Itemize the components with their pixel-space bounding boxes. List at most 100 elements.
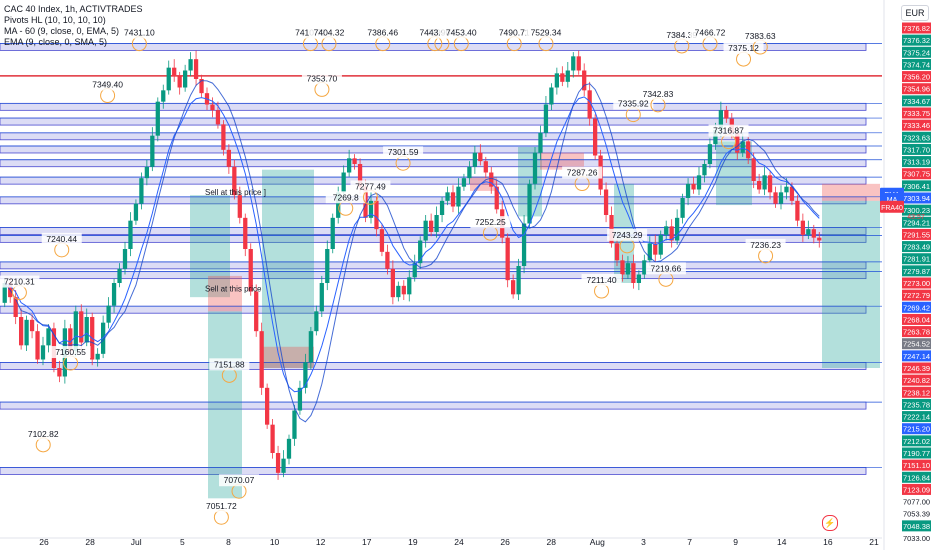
y-tick-label: 7240.82 <box>903 376 930 385</box>
pivot-value: 7160.55 <box>55 347 86 357</box>
candle <box>396 281 401 302</box>
y-tick-badge <box>902 483 931 495</box>
y-tick: 7269.42 <box>902 301 931 313</box>
indicator-ema[interactable]: EMA (9, close, 0, SMA, 5) <box>4 37 108 47</box>
candle <box>232 159 237 200</box>
candle <box>675 209 680 245</box>
candle <box>254 284 259 337</box>
pivot-label: 7102.82 <box>23 427 64 453</box>
candle <box>265 383 270 429</box>
candle <box>817 232 822 248</box>
pivot-label: 7070.07 <box>219 474 260 499</box>
pivot-label: 7342.83 <box>637 87 678 113</box>
pivot-label: 7383.63 <box>740 30 781 55</box>
candle <box>521 215 527 274</box>
pivot-label: 7335.92 <box>613 97 654 123</box>
y-tick-badge <box>902 423 931 435</box>
y-tick-badge <box>902 119 931 131</box>
short-position-target <box>208 311 242 499</box>
y-tick-label: 7272.79 <box>903 291 930 300</box>
position-stop <box>540 152 584 170</box>
candle <box>308 326 313 370</box>
y-tick-badge <box>902 71 931 83</box>
x-tick-label: Jul <box>131 537 142 547</box>
y-tick-label: 7306.41 <box>903 182 930 191</box>
x-tick-label: 7 <box>687 537 692 547</box>
candle <box>434 206 439 238</box>
candle <box>418 236 423 269</box>
pivot-circle <box>11 285 27 301</box>
candle <box>221 120 226 156</box>
y-tick-badge <box>902 386 931 398</box>
pivot-value: 7151.88 <box>214 359 245 369</box>
y-tick-badge <box>902 180 931 192</box>
candle <box>172 59 177 82</box>
pivot-value: 7051.72 <box>206 501 237 511</box>
pivot-value: 7404.32 <box>314 28 345 38</box>
y-tick-label: 7222.14 <box>903 413 930 422</box>
indicator-pivots-hl[interactable]: Pivots HL (10, 10, 10, 10) <box>4 15 106 25</box>
candle <box>543 96 549 138</box>
pivot-label: 7353.70 <box>301 72 342 97</box>
candle <box>292 404 297 446</box>
pivot-value: 7490.71 <box>499 28 530 38</box>
candle <box>620 254 625 282</box>
pivot-value: 7210.31 <box>4 277 35 287</box>
pivot-label: 7375.12 <box>723 42 764 67</box>
candle <box>237 186 242 224</box>
pivot-value: 7386.46 <box>367 28 398 38</box>
lightning-icon[interactable]: ⚡ <box>822 515 838 531</box>
pivot-label: 7349.40 <box>87 78 128 104</box>
pivot-value: 7349.40 <box>92 80 123 90</box>
currency-badge[interactable]: EUR <box>901 5 929 21</box>
y-tick-label: 7215.20 <box>903 425 930 434</box>
candle <box>685 178 691 206</box>
candle <box>516 258 521 300</box>
y-tick: 7334.67 <box>902 95 931 107</box>
pivot-circle <box>100 88 116 104</box>
indicator-ma[interactable]: MA - 60 (9, close, 0, EMA, 5) <box>4 26 120 36</box>
candle <box>29 314 35 339</box>
candle <box>642 254 647 279</box>
x-tick-label: 28 <box>85 537 95 547</box>
candle <box>740 132 745 157</box>
candle <box>40 336 46 366</box>
pivot-value: 7316.87 <box>713 126 744 136</box>
pivot-labels-layer: 7431.10 7349.40 7240.44 7210.31 7160.55 7102.… <box>0 26 786 525</box>
candle <box>653 234 658 262</box>
candle <box>461 173 467 191</box>
pivot-value: 7219.66 <box>651 263 682 273</box>
candle <box>527 179 532 228</box>
candle <box>571 52 576 78</box>
candle <box>658 230 663 259</box>
candle <box>275 445 281 480</box>
y-tick-badge <box>902 95 931 107</box>
y-tick-label: 7273.00 <box>903 279 930 288</box>
candle <box>303 353 308 394</box>
candle <box>593 114 598 160</box>
candle <box>614 239 620 266</box>
y-tick: 7222.14 <box>902 411 931 423</box>
pivot-label: 7404.32 <box>308 26 349 52</box>
candle <box>122 241 128 275</box>
y-tick-badge <box>902 58 931 70</box>
candle <box>467 161 472 184</box>
candle <box>101 315 106 359</box>
pivot-value: 7252.25 <box>475 217 506 227</box>
candle <box>680 193 685 224</box>
y-tick-badge <box>902 228 931 240</box>
pivot-value: 7243.29 <box>612 230 643 240</box>
y-tick-badge <box>902 362 931 374</box>
y-tick-label: 7333.75 <box>903 109 930 118</box>
candle <box>325 240 330 291</box>
support-resistance-zone <box>0 305 867 314</box>
y-tick: 7354.96 <box>902 83 931 95</box>
candle <box>582 63 587 96</box>
y-tick: 7376.82 <box>902 22 931 34</box>
y-tick: 7212.02 <box>902 435 931 447</box>
x-tick-label: 5 <box>180 537 185 547</box>
y-tick: 7215.20 <box>902 423 931 435</box>
y-tick-badge <box>902 241 931 253</box>
candle <box>691 176 696 194</box>
